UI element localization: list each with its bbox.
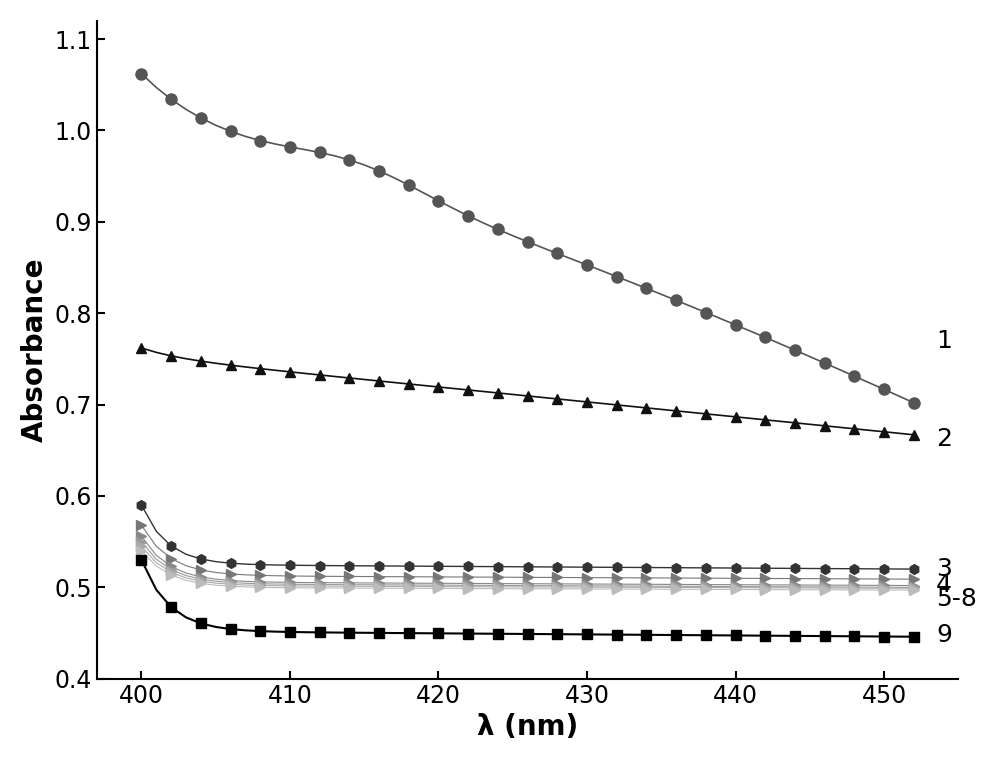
Text: 2: 2 (936, 427, 952, 451)
Text: 4: 4 (936, 572, 952, 597)
Y-axis label: Absorbance: Absorbance (21, 258, 49, 442)
Text: 1: 1 (936, 328, 952, 353)
X-axis label: λ (nm): λ (nm) (477, 713, 578, 741)
Text: 3: 3 (936, 557, 952, 581)
Text: 5-8: 5-8 (936, 588, 977, 611)
Text: 9: 9 (936, 623, 952, 647)
